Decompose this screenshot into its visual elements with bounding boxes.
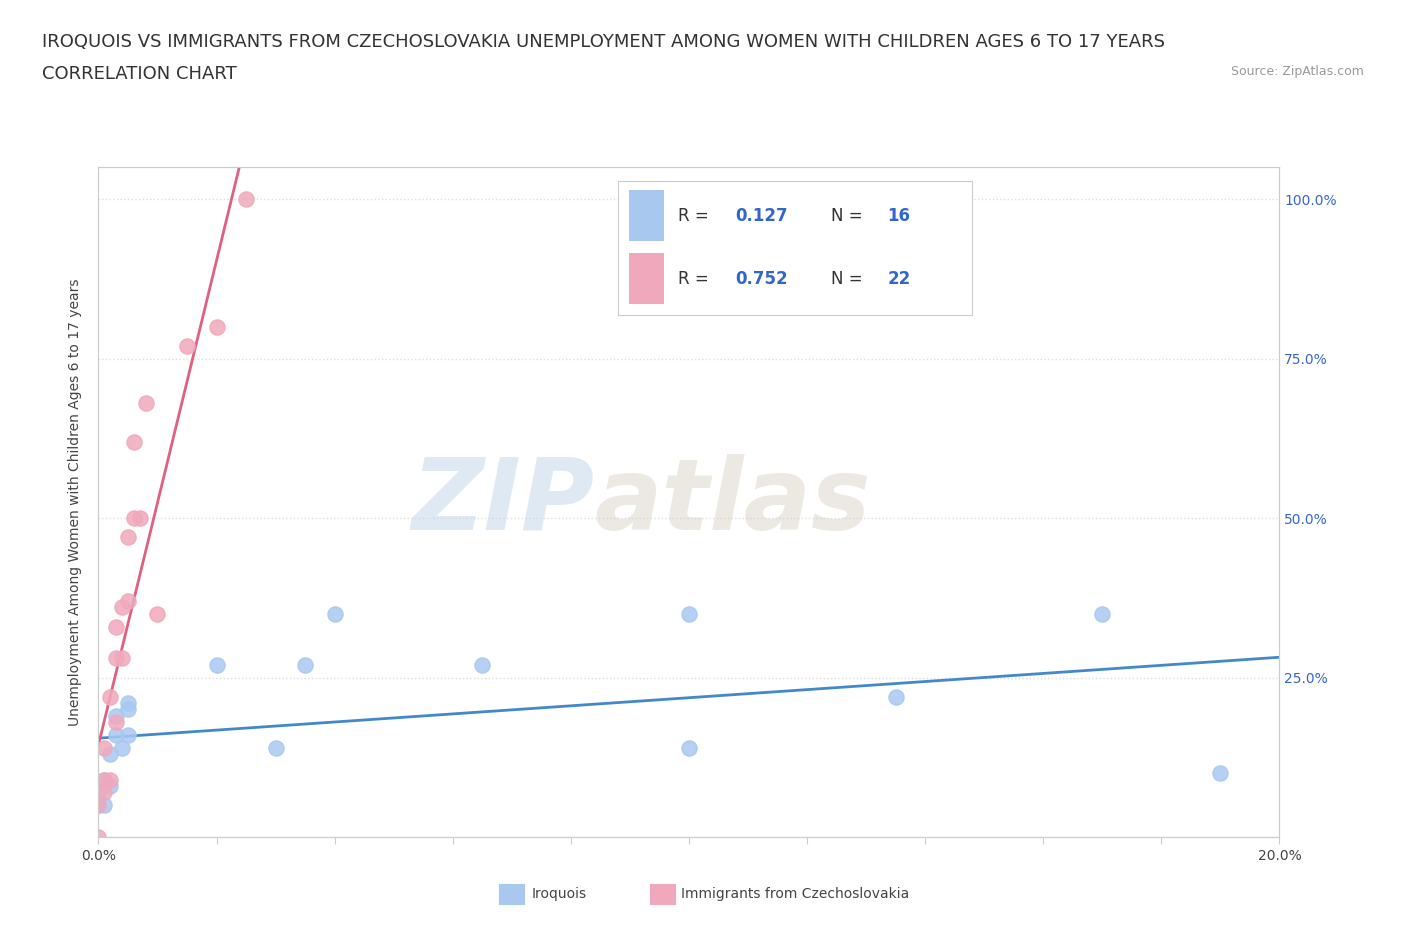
Point <box>117 530 139 545</box>
Text: CORRELATION CHART: CORRELATION CHART <box>42 65 238 83</box>
Point <box>117 696 139 711</box>
Point <box>111 600 134 615</box>
Point <box>884 689 907 704</box>
Point <box>98 747 121 762</box>
Point <box>87 798 110 813</box>
Y-axis label: Unemployment Among Women with Children Ages 6 to 17 years: Unemployment Among Women with Children A… <box>69 278 83 726</box>
Point <box>135 396 157 411</box>
Point <box>98 689 121 704</box>
Point <box>98 772 121 787</box>
Point <box>117 727 139 742</box>
Point <box>1209 765 1232 780</box>
Point <box>98 778 121 793</box>
Point <box>323 606 346 621</box>
Point <box>117 593 139 608</box>
Point <box>1091 606 1114 621</box>
Point <box>678 740 700 755</box>
Point <box>678 606 700 621</box>
Point <box>111 740 134 755</box>
Text: Immigrants from Czechoslovakia: Immigrants from Czechoslovakia <box>681 886 908 901</box>
Text: IROQUOIS VS IMMIGRANTS FROM CZECHOSLOVAKIA UNEMPLOYMENT AMONG WOMEN WITH CHILDRE: IROQUOIS VS IMMIGRANTS FROM CZECHOSLOVAK… <box>42 33 1166 50</box>
Point <box>205 658 228 672</box>
Point <box>93 740 115 755</box>
Text: ZIP: ZIP <box>412 454 595 551</box>
Point <box>471 658 494 672</box>
Point <box>87 830 110 844</box>
Point <box>235 192 257 206</box>
Point <box>117 702 139 717</box>
Point <box>105 619 128 634</box>
Point <box>146 606 169 621</box>
Point <box>93 772 115 787</box>
Point <box>93 772 115 787</box>
Text: atlas: atlas <box>595 454 870 551</box>
Point <box>105 709 128 724</box>
Point <box>176 339 198 353</box>
Point <box>128 511 150 525</box>
Text: Source: ZipAtlas.com: Source: ZipAtlas.com <box>1230 65 1364 78</box>
Point <box>105 727 128 742</box>
Point <box>105 651 128 666</box>
Point <box>93 785 115 800</box>
Text: Iroquois: Iroquois <box>531 886 586 901</box>
Point <box>205 319 228 334</box>
Point <box>87 798 110 813</box>
Point <box>294 658 316 672</box>
Point <box>122 511 145 525</box>
Point <box>105 715 128 730</box>
Point <box>93 798 115 813</box>
Point <box>122 434 145 449</box>
Point <box>264 740 287 755</box>
Point <box>87 785 110 800</box>
Point <box>111 651 134 666</box>
